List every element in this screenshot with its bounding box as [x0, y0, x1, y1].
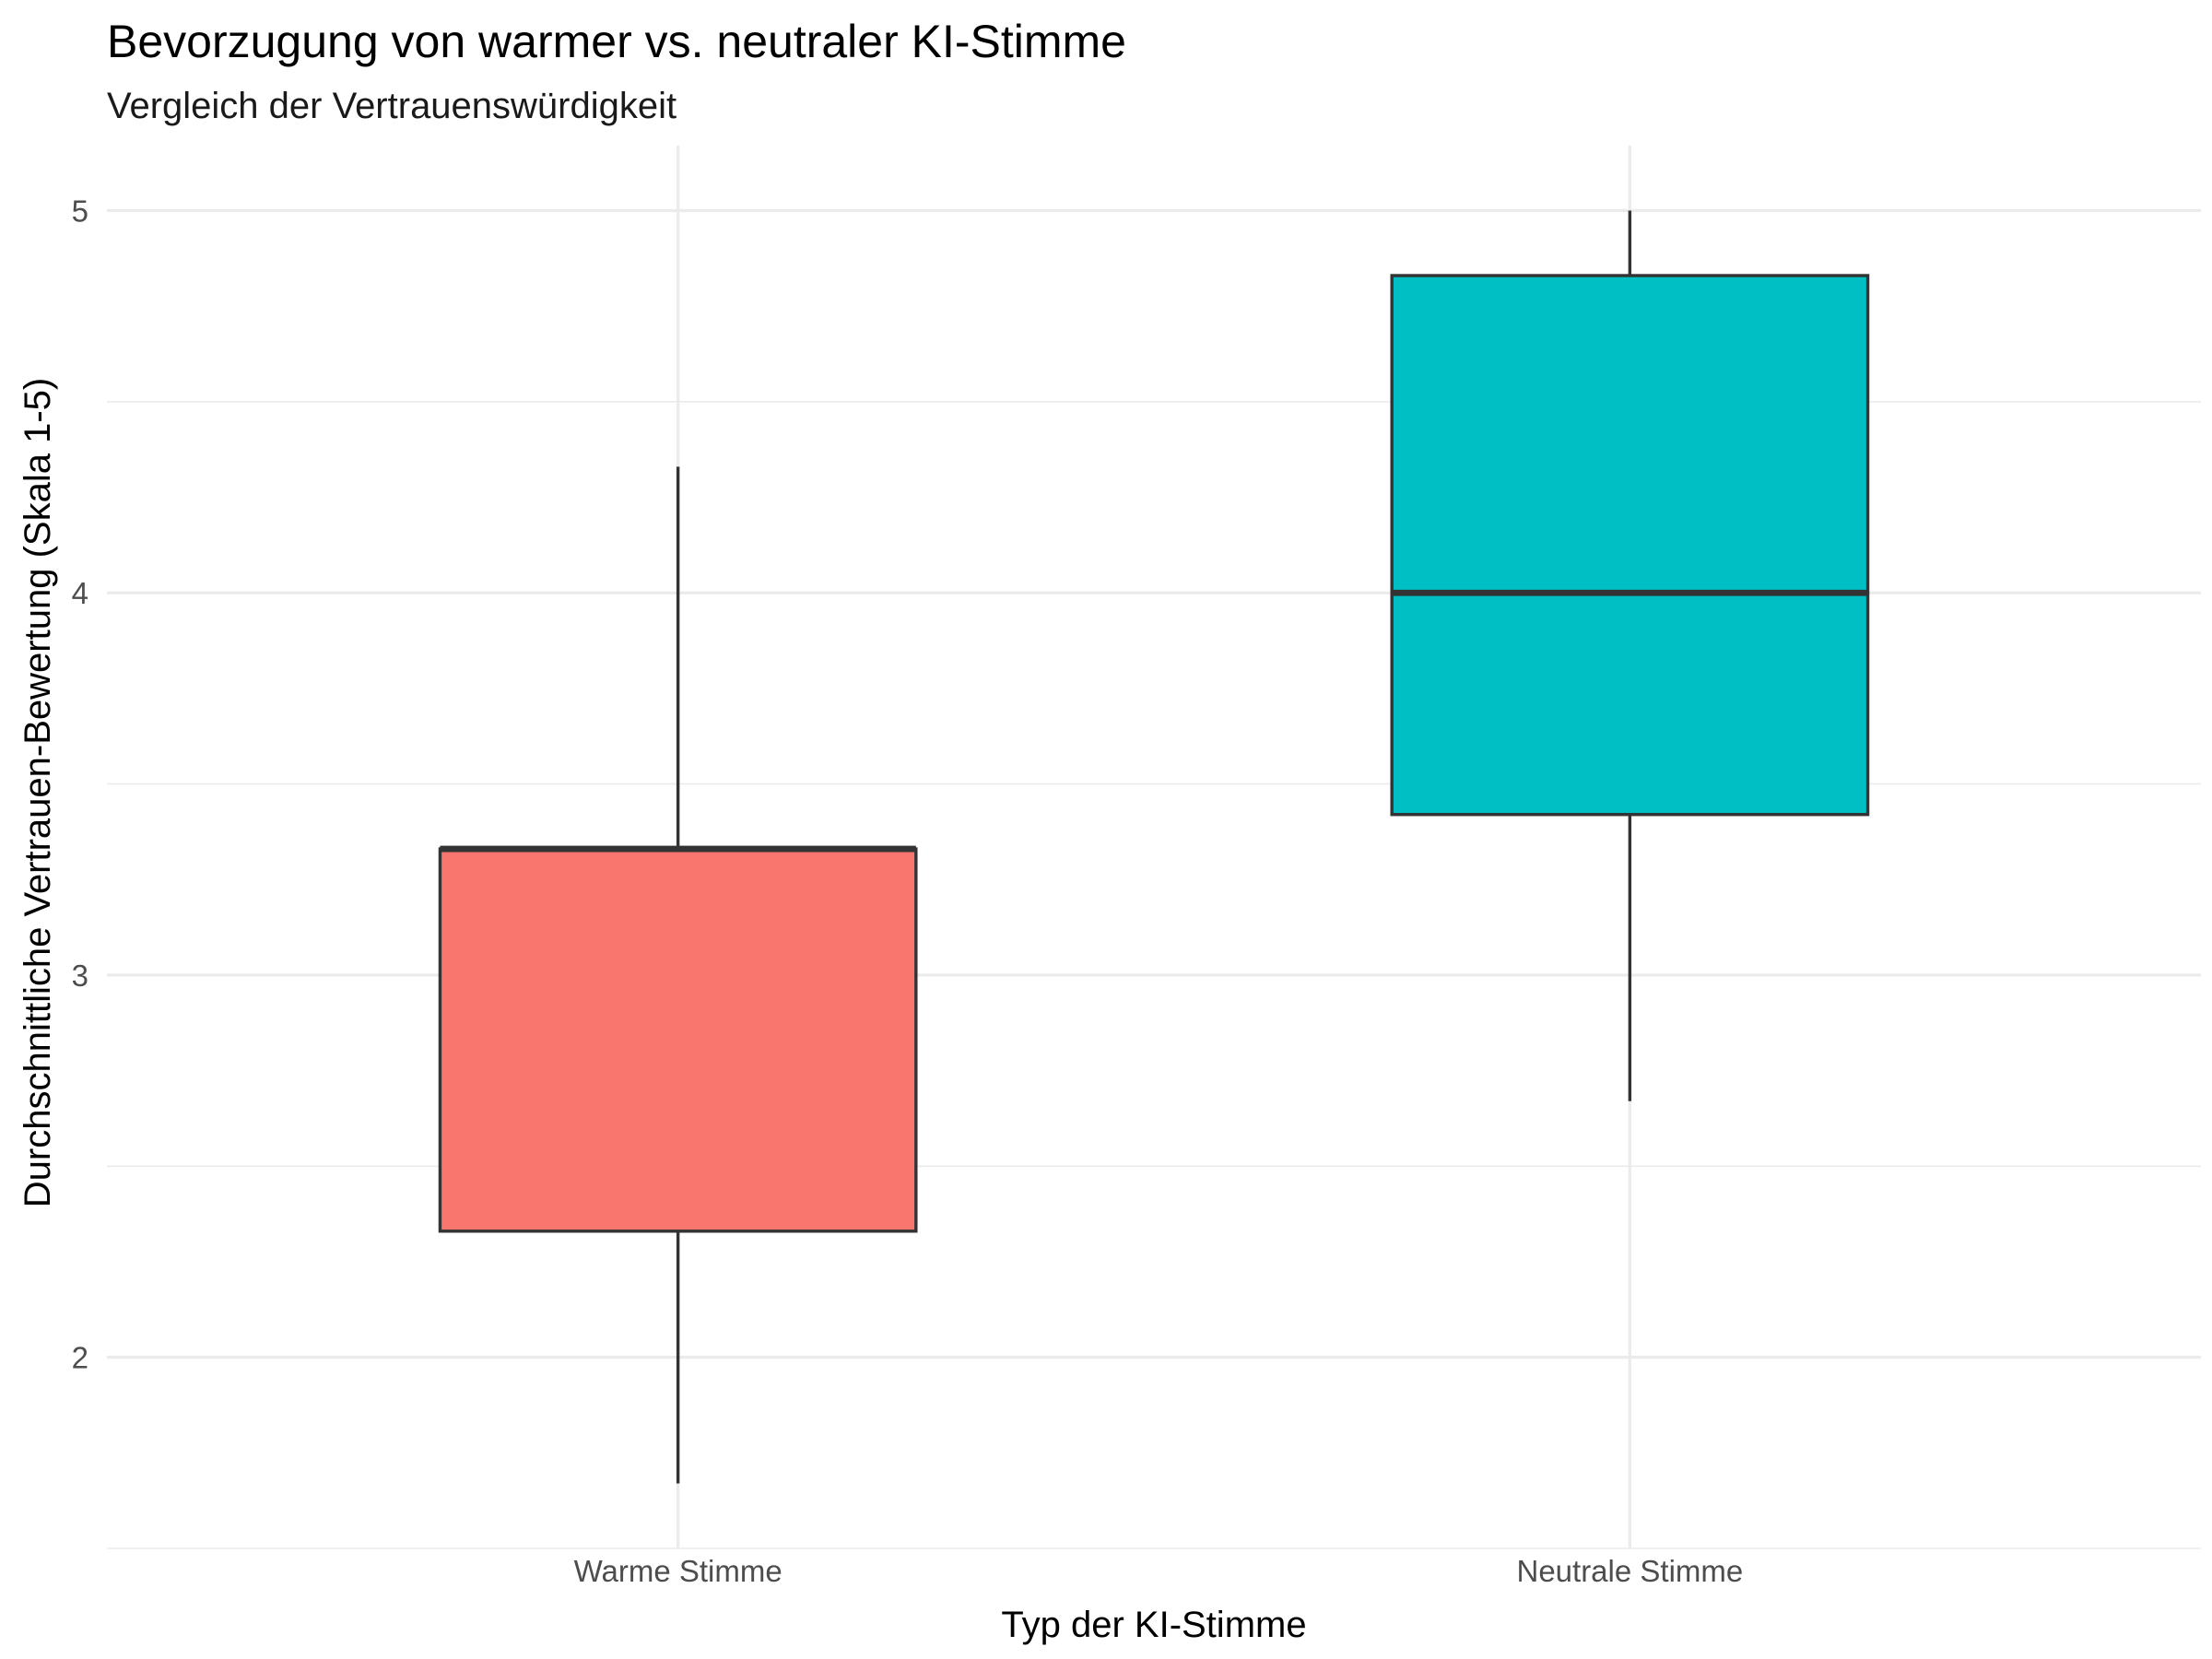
y-tick-label: 2	[72, 1341, 88, 1375]
box-warme-stimme	[438, 466, 918, 1484]
grid-lines	[107, 146, 2201, 1549]
x-tick-label: Warme Stimme	[574, 1554, 782, 1588]
axis-tick-labels: 2 3 4 5 Warme Stimme Neutrale Stimme	[72, 194, 1744, 1588]
interquartile-box	[438, 847, 918, 1233]
chart-title: Bevorzugung von warmer vs. neutraler KI-…	[107, 16, 1126, 67]
interquartile-box	[1390, 274, 1870, 817]
boxplot-series	[438, 210, 1870, 1484]
y-axis-title: Durchschnittliche Vertrauen-Bewertung (S…	[18, 378, 58, 1207]
x-tick-label: Neutrale Stimme	[1516, 1554, 1743, 1588]
y-tick-label: 3	[72, 959, 88, 993]
y-tick-label: 4	[72, 576, 88, 610]
y-tick-label: 5	[72, 194, 88, 229]
x-axis-title: Typ der KI-Stimme	[1001, 1605, 1306, 1645]
chart-subtitle: Vergleich der Vertrauenswürdigkeit	[107, 86, 677, 126]
box-neutrale-stimme	[1390, 210, 1870, 1101]
